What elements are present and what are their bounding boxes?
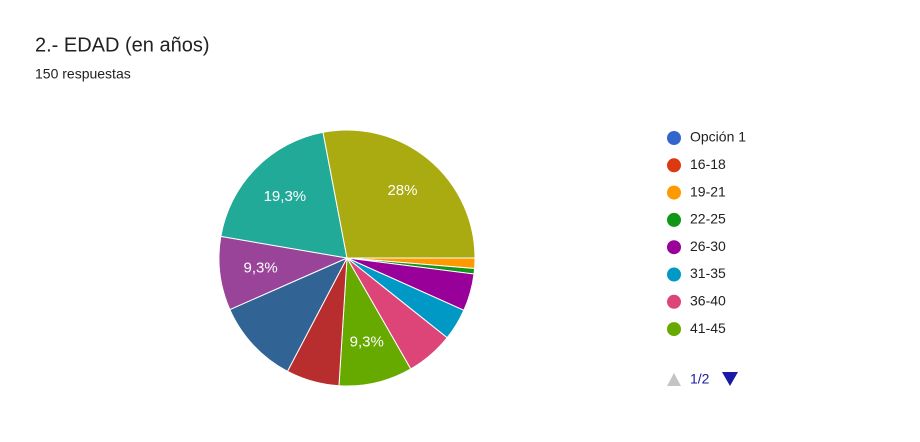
legend-swatch — [667, 212, 681, 227]
legend-swatch — [667, 267, 681, 282]
legend-swatch — [667, 185, 681, 200]
legend-label: Opción 1 — [690, 129, 746, 145]
legend-swatch — [667, 240, 681, 255]
legend-label: 41-45 — [690, 320, 726, 336]
pie-slice — [322, 129, 476, 259]
legend-label: 22-25 — [690, 211, 726, 227]
slice-label: 9,3% — [350, 334, 384, 351]
legend-label: 19-21 — [690, 183, 726, 199]
legend-swatch — [667, 322, 681, 337]
legend-page: 1/2 — [690, 371, 710, 387]
pie-slice — [220, 131, 348, 259]
legend-label: 26-30 — [690, 238, 726, 254]
legend-label: 31-35 — [690, 265, 726, 281]
chart-subtitle: 150 respuestas — [35, 66, 131, 82]
pager-next[interactable] — [722, 372, 738, 386]
legend-label: 16-18 — [690, 156, 726, 172]
legend-label: 36-40 — [690, 293, 726, 309]
slice-label: 28% — [387, 182, 417, 199]
legend-swatch — [667, 294, 681, 309]
pie-slice — [229, 256, 349, 372]
legend-swatch — [667, 158, 681, 173]
slice-label: 9,3% — [244, 260, 278, 277]
slice-label: 19,3% — [264, 188, 307, 205]
chart-title: 2.- EDAD (en años) — [35, 34, 210, 56]
pager-prev[interactable] — [667, 373, 681, 386]
legend-swatch — [667, 131, 681, 145]
